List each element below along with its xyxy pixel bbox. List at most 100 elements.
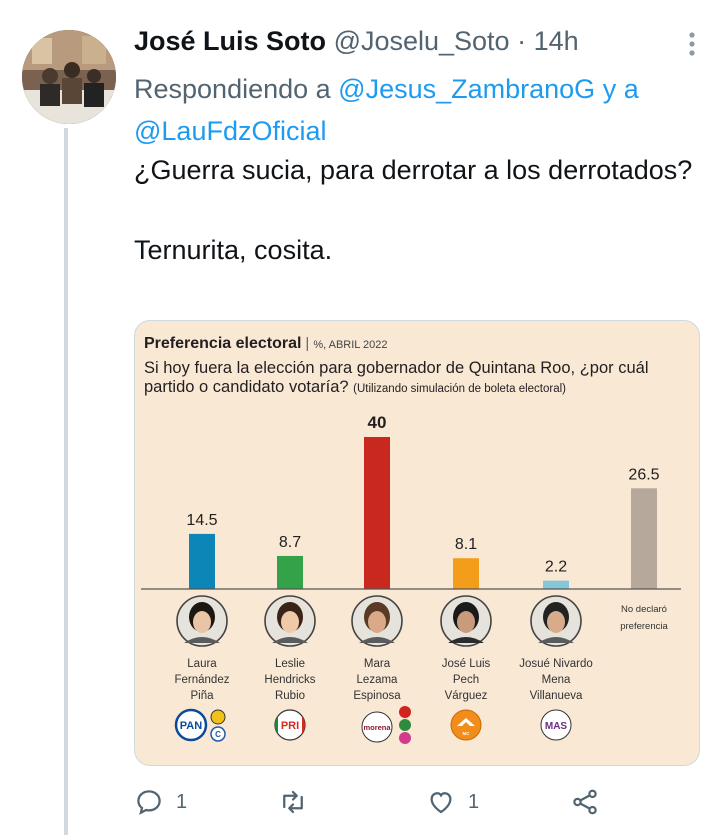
candidate-name-line: Josué Nivardo xyxy=(519,658,593,670)
bar-value-label: 8.1 xyxy=(455,536,477,553)
tweet-header: José Luis Soto @Joselu_Soto · 14h xyxy=(134,26,700,60)
mc-logo-text: MC xyxy=(463,731,471,736)
mas-logo-text: MAS xyxy=(545,721,568,732)
morena-logo-text: morena xyxy=(363,723,391,732)
bar xyxy=(631,488,657,589)
candidate-name-line: Laura xyxy=(187,658,217,670)
pt-logo-icon xyxy=(399,706,411,718)
mc-party-logo: MC xyxy=(450,709,482,741)
mc-eagle-icon xyxy=(457,718,475,726)
candidate-name-line: Mara xyxy=(364,658,391,670)
candidate-name-line: Hendricks xyxy=(264,674,315,686)
thread-line xyxy=(64,128,68,835)
replying-prefix: Respondiendo a xyxy=(134,74,339,104)
chart-title-separator: | xyxy=(305,335,310,352)
pan-logo-circle xyxy=(174,708,208,742)
candidate-name-line: José Luis xyxy=(442,658,491,670)
candidate-name-line: Leslie xyxy=(275,658,305,670)
pri-logo-red xyxy=(302,716,305,734)
candidate-photo xyxy=(530,595,582,647)
candidate-name-line: Espinosa xyxy=(353,690,401,702)
photo-face xyxy=(547,611,565,633)
media-image[interactable]: Preferencia electoral |%, ABRIL 2022 Si h… xyxy=(134,320,700,766)
tweet-text: ¿Guerra sucia, para derrotar a los derro… xyxy=(134,150,694,270)
reply-count: 1 xyxy=(176,790,188,813)
author-handle[interactable]: @Joselu_Soto xyxy=(333,26,510,56)
chart-subtitle: %, ABRIL 2022 xyxy=(313,339,388,351)
mention-link-1[interactable]: @Jesus_ZambranoG xyxy=(338,74,596,104)
candidate-name-line: Mena xyxy=(542,674,571,686)
tweet-text-line-1: ¿Guerra sucia, para derrotar a los derro… xyxy=(134,155,693,185)
pan-logo-text: PAN xyxy=(180,720,202,732)
bar-chart: 14.5 Laura Fernández Piña 8.7 Leslie Hendricks… xyxy=(141,413,681,744)
candidate-name-line: Piña xyxy=(190,690,214,702)
chart-title: Preferencia electoral xyxy=(144,335,302,352)
pan-party-logo: PAN C xyxy=(174,708,226,742)
photo-shoulders xyxy=(184,637,220,643)
pvem-logo-icon xyxy=(399,719,411,731)
bar xyxy=(364,437,390,589)
chart-question-text: Si hoy fuera la elección para gobernador… xyxy=(144,359,649,396)
mc-logo-circle xyxy=(450,709,482,741)
reply-button[interactable]: 1 xyxy=(134,778,187,826)
share-icon xyxy=(573,789,597,815)
candidate-name-line: Fernández xyxy=(175,674,230,686)
replying-conjunction: y a xyxy=(595,74,639,104)
morena-logo-circle xyxy=(361,711,393,743)
mas-party-logo: MAS xyxy=(540,709,572,741)
photo-shoulders xyxy=(272,637,308,643)
candidate-name-line: Lezama xyxy=(357,674,399,686)
no-preference-label-line: preferencia xyxy=(620,621,668,632)
tweet-actions: 1 1 xyxy=(134,778,694,826)
bar-value-label: 8.7 xyxy=(279,534,301,551)
tweet-time[interactable]: · 14h xyxy=(517,26,579,56)
photo-face xyxy=(368,611,386,633)
candidate-name-line: Villanueva xyxy=(530,690,583,702)
tweet-text-line-2: Ternurita, cosita. xyxy=(134,235,333,265)
candidate-name-line: Várguez xyxy=(445,690,488,702)
pri-party-logo: PRI xyxy=(274,709,306,741)
no-preference-label-line: No declaró xyxy=(621,604,667,615)
like-icon xyxy=(430,792,452,814)
mas-logo-circle xyxy=(540,709,572,741)
prd-sun-icon xyxy=(210,709,226,725)
like-count: 1 xyxy=(468,790,480,813)
bar-value-label: 14.5 xyxy=(186,512,217,529)
candidate-photo xyxy=(264,595,316,647)
bar xyxy=(277,555,303,589)
reply-icon xyxy=(137,790,161,815)
photo-face xyxy=(457,611,475,633)
confianza-logo-circle xyxy=(210,726,226,742)
photo-face xyxy=(193,611,211,633)
replying-to: Respondiendo a @Jesus_ZambranoG y a @Lau… xyxy=(134,68,704,152)
like-button[interactable]: 1 xyxy=(426,778,479,826)
bar-value-label: 2.2 xyxy=(545,559,567,576)
avatar[interactable] xyxy=(22,30,116,124)
chart-question-note: (Utilizando simulación de boleta elector… xyxy=(353,383,567,395)
chart-header: Preferencia electoral |%, ABRIL 2022 xyxy=(144,335,692,353)
bar xyxy=(543,580,569,589)
candidate-name-line: Pech xyxy=(453,674,479,686)
photo-shoulders xyxy=(448,637,484,643)
confianza-logo-text: C xyxy=(215,730,221,739)
pri-logo-green xyxy=(275,716,278,734)
retweet-button[interactable] xyxy=(278,778,320,826)
author-name[interactable]: José Luis Soto xyxy=(134,26,327,56)
mention-link-2[interactable]: @LauFdzOficial xyxy=(134,116,327,146)
photo-shoulders xyxy=(538,637,574,643)
share-button[interactable] xyxy=(570,778,600,826)
retweet-icon xyxy=(283,790,303,814)
candidate-photo xyxy=(351,595,403,647)
photo-shoulders xyxy=(359,637,395,643)
candidate-photo xyxy=(440,595,492,647)
photo-face xyxy=(281,611,299,633)
bar-value-label: 40 xyxy=(368,413,387,432)
more-options-icon[interactable] xyxy=(688,32,696,56)
pri-logo-text: PRI xyxy=(281,720,299,732)
candidate-photo xyxy=(176,595,228,647)
bar xyxy=(189,533,215,589)
avatar-photo xyxy=(22,30,116,124)
candidate-name-line: Rubio xyxy=(275,690,305,702)
bar xyxy=(453,558,479,589)
chart-question: Si hoy fuera la elección para gobernador… xyxy=(144,359,692,399)
